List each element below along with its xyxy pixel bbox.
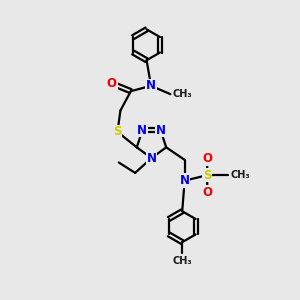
Text: N: N — [156, 124, 166, 136]
Text: N: N — [146, 152, 157, 164]
Text: N: N — [146, 79, 156, 92]
Text: CH₃: CH₃ — [172, 256, 192, 266]
Text: S: S — [113, 125, 122, 138]
Text: O: O — [107, 77, 117, 90]
Text: N: N — [137, 124, 147, 136]
Text: O: O — [202, 152, 212, 165]
Text: S: S — [203, 169, 211, 182]
Text: N: N — [180, 174, 190, 187]
Text: CH₃: CH₃ — [173, 89, 192, 99]
Text: O: O — [202, 186, 212, 199]
Text: CH₃: CH₃ — [231, 170, 250, 180]
